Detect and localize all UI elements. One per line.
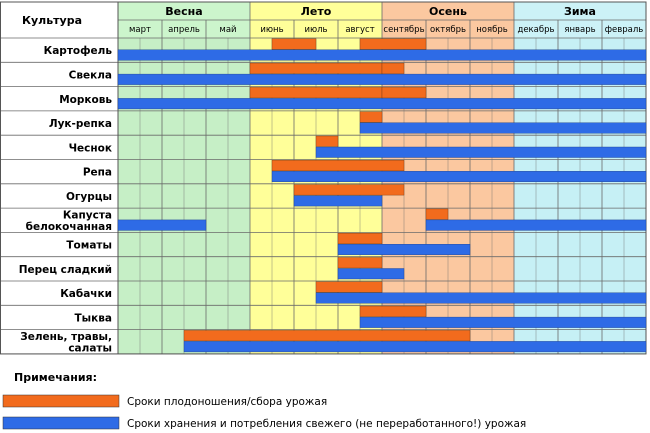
- month-label-0: март: [129, 25, 151, 35]
- harvest-bar-10-0: [315, 281, 383, 293]
- harvest-bar-5-0: [271, 160, 405, 172]
- crop-name-6-0: Огурцы: [66, 191, 112, 203]
- harvest-bar-0-1: [359, 38, 427, 50]
- season-label-1: Лето: [301, 5, 332, 18]
- crop-name-1-0: Свекла: [69, 69, 112, 81]
- crop-label-cell-1: [0, 62, 118, 87]
- crop-label-cell-11: [0, 305, 118, 330]
- crop-name-4-0: Чеснок: [69, 142, 112, 154]
- season-label-2: Осень: [429, 5, 467, 18]
- storage-bar-9-0: [337, 268, 405, 280]
- storage-bar-7-0: [117, 219, 207, 231]
- crop-name-7-0: Капуста: [63, 210, 112, 222]
- crop-name-12-0: Зелень, травы,: [20, 331, 112, 343]
- harvest-bar-1-1: [381, 62, 405, 74]
- month-label-9: декабрь: [517, 25, 554, 35]
- crop-label-cell-10: [0, 281, 118, 306]
- header-culture-cell: [0, 2, 118, 38]
- harvest-bar-2-0: [249, 87, 383, 99]
- month-label-10: январь: [564, 25, 595, 35]
- crop-label-cell-8: [0, 232, 118, 257]
- crop-name-7-1: белокочанная: [26, 221, 112, 233]
- harvest-bar-9-0: [337, 257, 383, 269]
- month-label-2: май: [219, 25, 236, 35]
- harvest-bar-8-0: [337, 232, 383, 244]
- season-months-bg-3: [514, 20, 646, 38]
- harvest-bar-2-1: [381, 87, 427, 99]
- harvest-bar-6-0: [293, 184, 405, 196]
- month-label-4: июль: [304, 25, 327, 35]
- storage-bar-12-0: [183, 341, 647, 353]
- harvest-bar-11-0: [359, 305, 427, 317]
- month-label-6: сентябрь: [383, 25, 424, 35]
- month-label-1: апрель: [168, 25, 200, 35]
- crop-name-2-0: Морковь: [59, 94, 112, 106]
- crop-label-cell-3: [0, 110, 118, 136]
- season-header-0: [118, 2, 250, 20]
- legend-swatch-harvest: [2, 394, 120, 408]
- season-months-bg-2: [382, 20, 514, 38]
- crop-label-cell-12: [0, 329, 118, 354]
- storage-bar-11-0: [359, 316, 647, 328]
- crop-name-0-0: Картофель: [44, 45, 113, 57]
- harvest-bar-1-0: [249, 62, 383, 74]
- bars-layer: [117, 38, 647, 353]
- notes-title: Примечания:: [14, 371, 97, 384]
- crop-label-cell-2: [0, 86, 118, 111]
- legend-label-harvest: Сроки плодоношения/сбора урожая: [127, 396, 327, 408]
- notes-legend: Примечания: Сроки плодоношения/сбора уро…: [2, 371, 526, 430]
- crop-label-cell-0: [0, 38, 118, 63]
- harvest-bar-0-0: [271, 38, 317, 50]
- crop-name-5-0: Репа: [83, 167, 112, 179]
- crop-label-cell-9: [0, 256, 118, 281]
- crop-name-9-0: Перец сладкий: [19, 264, 112, 276]
- season-header-1: [250, 2, 382, 20]
- storage-bar-2-0: [117, 98, 647, 110]
- storage-bar-3-0: [359, 122, 647, 134]
- storage-bar-0-0: [117, 49, 647, 61]
- month-label-3: июнь: [260, 25, 283, 35]
- crop-label-cell-6: [0, 183, 118, 209]
- storage-bar-7-1: [425, 219, 647, 231]
- season-header-2: [382, 2, 514, 20]
- season-months-bg-0: [118, 20, 250, 38]
- storage-bar-1-0: [117, 73, 647, 85]
- harvest-bar-12-0: [183, 330, 471, 342]
- month-label-7: октябрь: [430, 25, 466, 35]
- legend-swatch-storage: [2, 416, 120, 430]
- month-label-11: февраль: [605, 25, 644, 35]
- storage-bar-4-0: [315, 146, 647, 158]
- crop-name-10-0: Кабачки: [60, 288, 112, 300]
- harvest-bar-3-0: [359, 111, 383, 123]
- crop-name-3-0: Лук-репка: [49, 118, 112, 130]
- season-label-3: Зима: [564, 5, 596, 18]
- harvest-bar-4-0: [315, 135, 339, 147]
- crop-label-cell-7: [0, 208, 118, 233]
- harvest-bar-7-0: [425, 208, 449, 220]
- season-months-bg-1: [250, 20, 382, 38]
- legend-label-storage: Сроки хранения и потребления свежего (не…: [127, 418, 526, 430]
- storage-bar-8-0: [337, 243, 471, 255]
- header-culture-label: Культура: [22, 14, 82, 27]
- crop-label-cell-4: [0, 135, 118, 160]
- storage-bar-5-0: [271, 171, 647, 183]
- month-label-8: ноябрь: [476, 25, 508, 35]
- labels-layer: Культура Весна Лето Осень Зима март апрель май и…: [19, 5, 644, 355]
- month-label-5: август: [345, 25, 374, 35]
- season-label-0: Весна: [165, 5, 202, 18]
- crop-name-12-1: салаты: [68, 343, 112, 355]
- storage-bar-6-0: [293, 195, 383, 207]
- season-header-3: [514, 2, 646, 20]
- crop-name-8-0: Томаты: [66, 240, 112, 252]
- crop-name-11-0: Тыква: [74, 312, 112, 324]
- crop-label-cell-5: [0, 159, 118, 184]
- storage-bar-10-0: [315, 292, 647, 304]
